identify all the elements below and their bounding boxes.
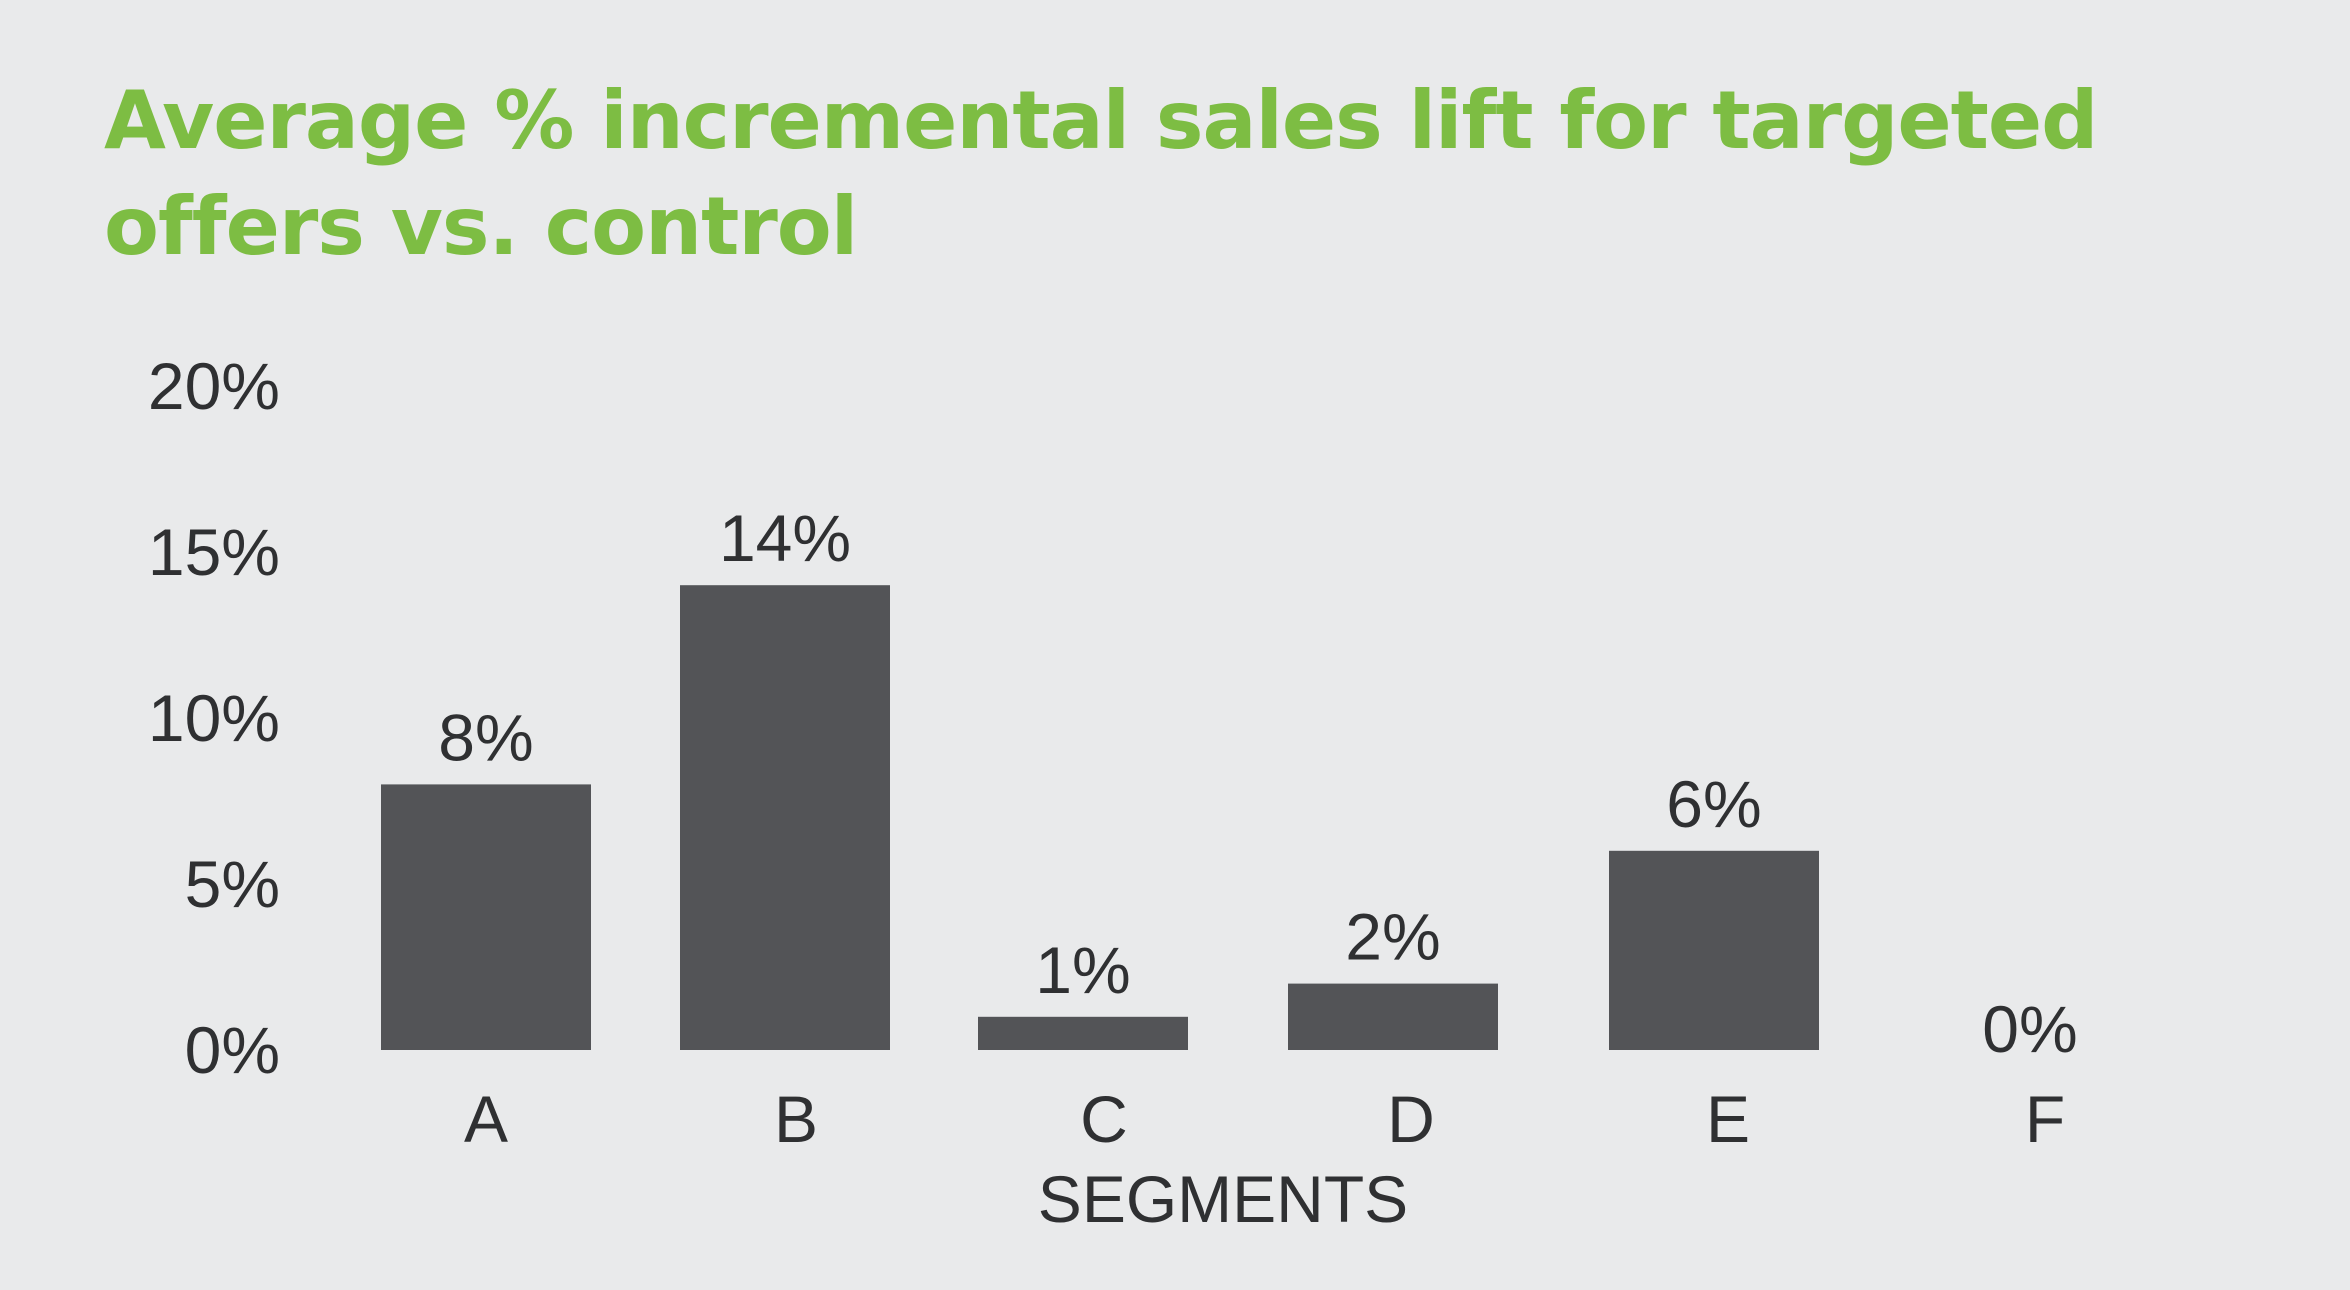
x-tick-label: D <box>1387 1082 1435 1156</box>
x-axis: A B C D E F <box>464 1082 2065 1156</box>
bar-a <box>381 784 591 1050</box>
data-label: 6% <box>1666 767 1761 841</box>
data-label: 2% <box>1345 900 1440 974</box>
y-tick-label: 20% <box>148 349 280 423</box>
data-label: 14% <box>719 501 851 575</box>
x-tick-label: C <box>1080 1082 1128 1156</box>
y-tick-label: 15% <box>148 515 280 589</box>
data-labels: 8% 14% 1% 2% 6% 0% <box>438 501 2077 1066</box>
y-tick-label: 0% <box>185 1013 280 1087</box>
x-tick-label: E <box>1706 1082 1750 1156</box>
bar-c <box>978 1016 1188 1050</box>
x-tick-label: A <box>464 1082 508 1156</box>
chart-title: Average % incremental sales lift for tar… <box>104 74 2098 273</box>
x-tick-label: F <box>2025 1082 2065 1156</box>
data-label: 0% <box>1982 992 2077 1066</box>
x-axis-title: SEGMENTS <box>1038 1162 1408 1236</box>
bar-b <box>680 585 890 1050</box>
y-tick-label: 10% <box>148 681 280 755</box>
y-axis: 0% 5% 10% 15% 20% <box>148 349 280 1087</box>
data-label: 1% <box>1035 933 1130 1007</box>
bar-d <box>1288 983 1498 1050</box>
x-tick-label: B <box>774 1082 818 1156</box>
data-label: 8% <box>438 700 533 774</box>
bar-series <box>381 585 1819 1050</box>
y-tick-label: 5% <box>185 847 280 921</box>
bar-e <box>1609 850 1819 1050</box>
